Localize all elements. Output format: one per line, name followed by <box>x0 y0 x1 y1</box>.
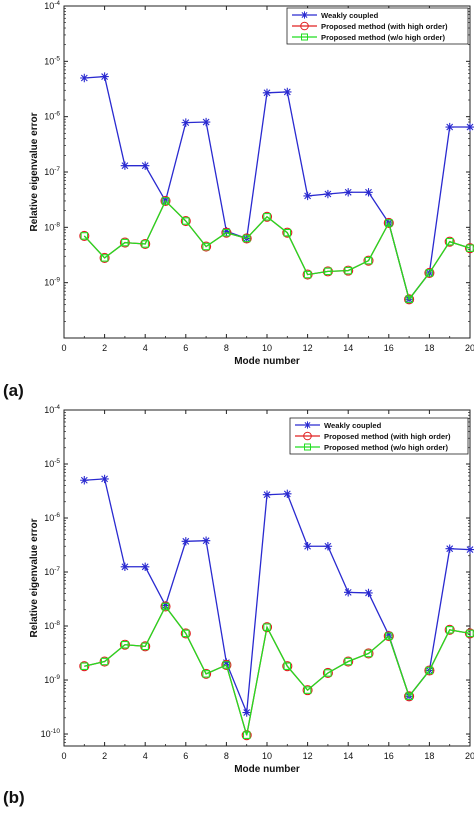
x-tick-label: 8 <box>224 343 229 353</box>
x-axis-label: Mode number <box>234 356 300 367</box>
x-tick-label: 16 <box>384 343 394 353</box>
x-tick-label: 2 <box>102 343 107 353</box>
data-point <box>100 475 108 483</box>
x-tick-label: 12 <box>303 751 313 761</box>
x-tick-label: 18 <box>424 343 434 353</box>
y-tick-label: 10-9 <box>44 674 60 685</box>
data-point <box>100 72 108 80</box>
data-point <box>80 74 88 82</box>
x-tick-label: 10 <box>262 343 272 353</box>
x-tick-label: 0 <box>61 343 66 353</box>
chart-b-svg: 0 2 4 6 8 10 12 14 16 18 20 10-10 10-9 10-8 10-7 10-6 10… <box>0 404 474 808</box>
y-tick-label: 10-7 <box>44 166 60 177</box>
data-point <box>446 123 454 131</box>
data-point <box>141 161 149 169</box>
data-point <box>202 118 210 126</box>
panel-label: (a) <box>3 381 24 400</box>
x-tick-label: 6 <box>183 343 188 353</box>
data-point <box>121 161 129 169</box>
x-axis-label: Mode number <box>234 764 300 775</box>
data-point <box>141 563 149 571</box>
y-axis-label: Relative eigenvalue error <box>29 112 40 231</box>
chart-panel-b: 0 2 4 6 8 10 12 14 16 18 20 10-10 10-9 10-8 10-7 10-6 10… <box>0 404 474 808</box>
x-tick-label: 20 <box>465 343 474 353</box>
x-tick-label: 12 <box>303 343 313 353</box>
data-point <box>364 188 372 196</box>
y-tick-label: 10-6 <box>44 512 60 523</box>
data-point <box>466 123 474 131</box>
x-tick-label: 4 <box>143 343 148 353</box>
y-tick-label: 10-4 <box>44 0 60 11</box>
x-tick-label: 14 <box>343 751 353 761</box>
legend-label: Weakly coupled <box>324 421 382 430</box>
y-tick-label: 10-8 <box>44 221 60 232</box>
x-tick-label: 20 <box>465 751 474 761</box>
panel-label: (b) <box>3 788 25 807</box>
data-point <box>303 542 311 550</box>
plot-area <box>64 6 470 338</box>
chart-a-svg: 0 2 4 6 8 10 12 14 16 18 20 10-9 10-8 10-7 10-6 10-5 10-… <box>0 0 474 404</box>
x-tick-label: 2 <box>102 751 107 761</box>
legend-label: Proposed method (w/o high order) <box>321 33 446 42</box>
y-axis-label: Relative eigenvalue error <box>29 518 40 637</box>
data-point <box>364 589 372 597</box>
data-point <box>243 708 251 716</box>
data-point <box>324 190 332 198</box>
data-point <box>182 537 190 545</box>
x-tick-label: 6 <box>183 751 188 761</box>
legend-label: Proposed method (w/o high order) <box>324 443 449 452</box>
x-tick-label: 14 <box>343 343 353 353</box>
y-tick-label: 10-4 <box>44 404 60 415</box>
x-tick-label: 18 <box>424 751 434 761</box>
y-tick-label: 10-8 <box>44 620 60 631</box>
legend-marker <box>301 11 308 18</box>
data-point <box>283 490 291 498</box>
data-point <box>344 188 352 196</box>
data-point <box>80 476 88 484</box>
data-point <box>121 563 129 571</box>
x-tick-label: 8 <box>224 751 229 761</box>
x-tick-label: 16 <box>384 751 394 761</box>
legend-label: Weakly coupled <box>321 11 379 20</box>
x-tick-label: 4 <box>143 751 148 761</box>
y-tick-label: 10-10 <box>41 728 61 739</box>
y-tick-label: 10-5 <box>44 458 60 469</box>
data-point <box>263 491 271 499</box>
y-tick-label: 10-5 <box>44 55 60 66</box>
legend: Weakly coupled Proposed method (with high… <box>287 8 468 44</box>
data-point <box>324 542 332 550</box>
legend-marker <box>304 421 311 428</box>
y-tick-label: 10-6 <box>44 111 60 122</box>
data-point <box>182 118 190 126</box>
data-point <box>446 545 454 553</box>
legend-label: Proposed method (with high order) <box>324 432 451 441</box>
x-tick-label: 0 <box>61 751 66 761</box>
data-point <box>303 192 311 200</box>
data-point <box>263 89 271 97</box>
y-tick-label: 10-9 <box>44 277 60 288</box>
data-point <box>202 536 210 544</box>
y-tick-label: 10-7 <box>44 566 60 577</box>
x-tick-label: 10 <box>262 751 272 761</box>
chart-panel-a: 0 2 4 6 8 10 12 14 16 18 20 10-9 10-8 10-7 10-6 10-5 10-… <box>0 0 474 404</box>
data-point <box>283 88 291 96</box>
data-point <box>344 588 352 596</box>
legend-label: Proposed method (with high order) <box>321 22 448 31</box>
legend: Weakly coupled Proposed method (with high… <box>290 418 468 454</box>
data-point <box>466 545 474 553</box>
